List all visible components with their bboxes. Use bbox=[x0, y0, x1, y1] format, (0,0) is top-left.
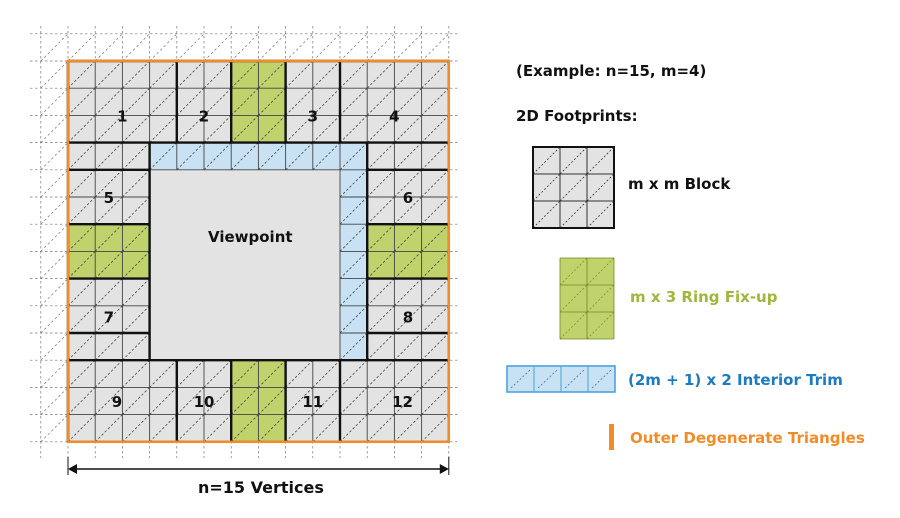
block-label-11: 11 bbox=[302, 393, 323, 411]
interior-trim-legend-label: (2m + 1) x 2 Interior Trim bbox=[628, 371, 843, 389]
arrow-head-right bbox=[439, 464, 449, 474]
block-label-4: 4 bbox=[389, 107, 399, 125]
block-label-6: 6 bbox=[403, 189, 413, 207]
outer-degenerate-border bbox=[66, 59, 451, 444]
block-label-3: 3 bbox=[308, 107, 318, 125]
block-label-5: 5 bbox=[104, 189, 114, 207]
block-swatch bbox=[532, 146, 615, 229]
outer-degenerate-legend-label: Outer Degenerate Triangles bbox=[630, 429, 865, 447]
block-label-10: 10 bbox=[194, 393, 215, 411]
outer-degenerate-swatch bbox=[609, 424, 614, 450]
block-label-2: 2 bbox=[199, 107, 209, 125]
block-label-7: 7 bbox=[104, 309, 114, 327]
vertices-label: n=15 Vertices bbox=[198, 478, 324, 497]
ring-fixup-legend-label: m x 3 Ring Fix-up bbox=[630, 288, 778, 306]
viewpoint-label: Viewpoint bbox=[208, 228, 293, 246]
block-label-1: 1 bbox=[117, 107, 127, 125]
block-label-9: 9 bbox=[112, 393, 122, 411]
interior-trim-swatch bbox=[506, 365, 616, 393]
arrow-head-left bbox=[68, 464, 77, 474]
block-labels: 1 2 3 45 67 89 10 11 12 bbox=[67, 107, 450, 475]
coarse-level-grid bbox=[66, 59, 451, 444]
example-label: (Example: n=15, m=4) bbox=[516, 62, 707, 80]
ring-fixup-swatch bbox=[559, 257, 615, 340]
block-label-12: 12 bbox=[392, 393, 413, 411]
legend-swatches bbox=[506, 146, 616, 450]
footprints-title: 2D Footprints: bbox=[516, 107, 638, 125]
block-legend-label: m x m Block bbox=[628, 175, 731, 193]
block-label-8: 8 bbox=[403, 309, 413, 327]
